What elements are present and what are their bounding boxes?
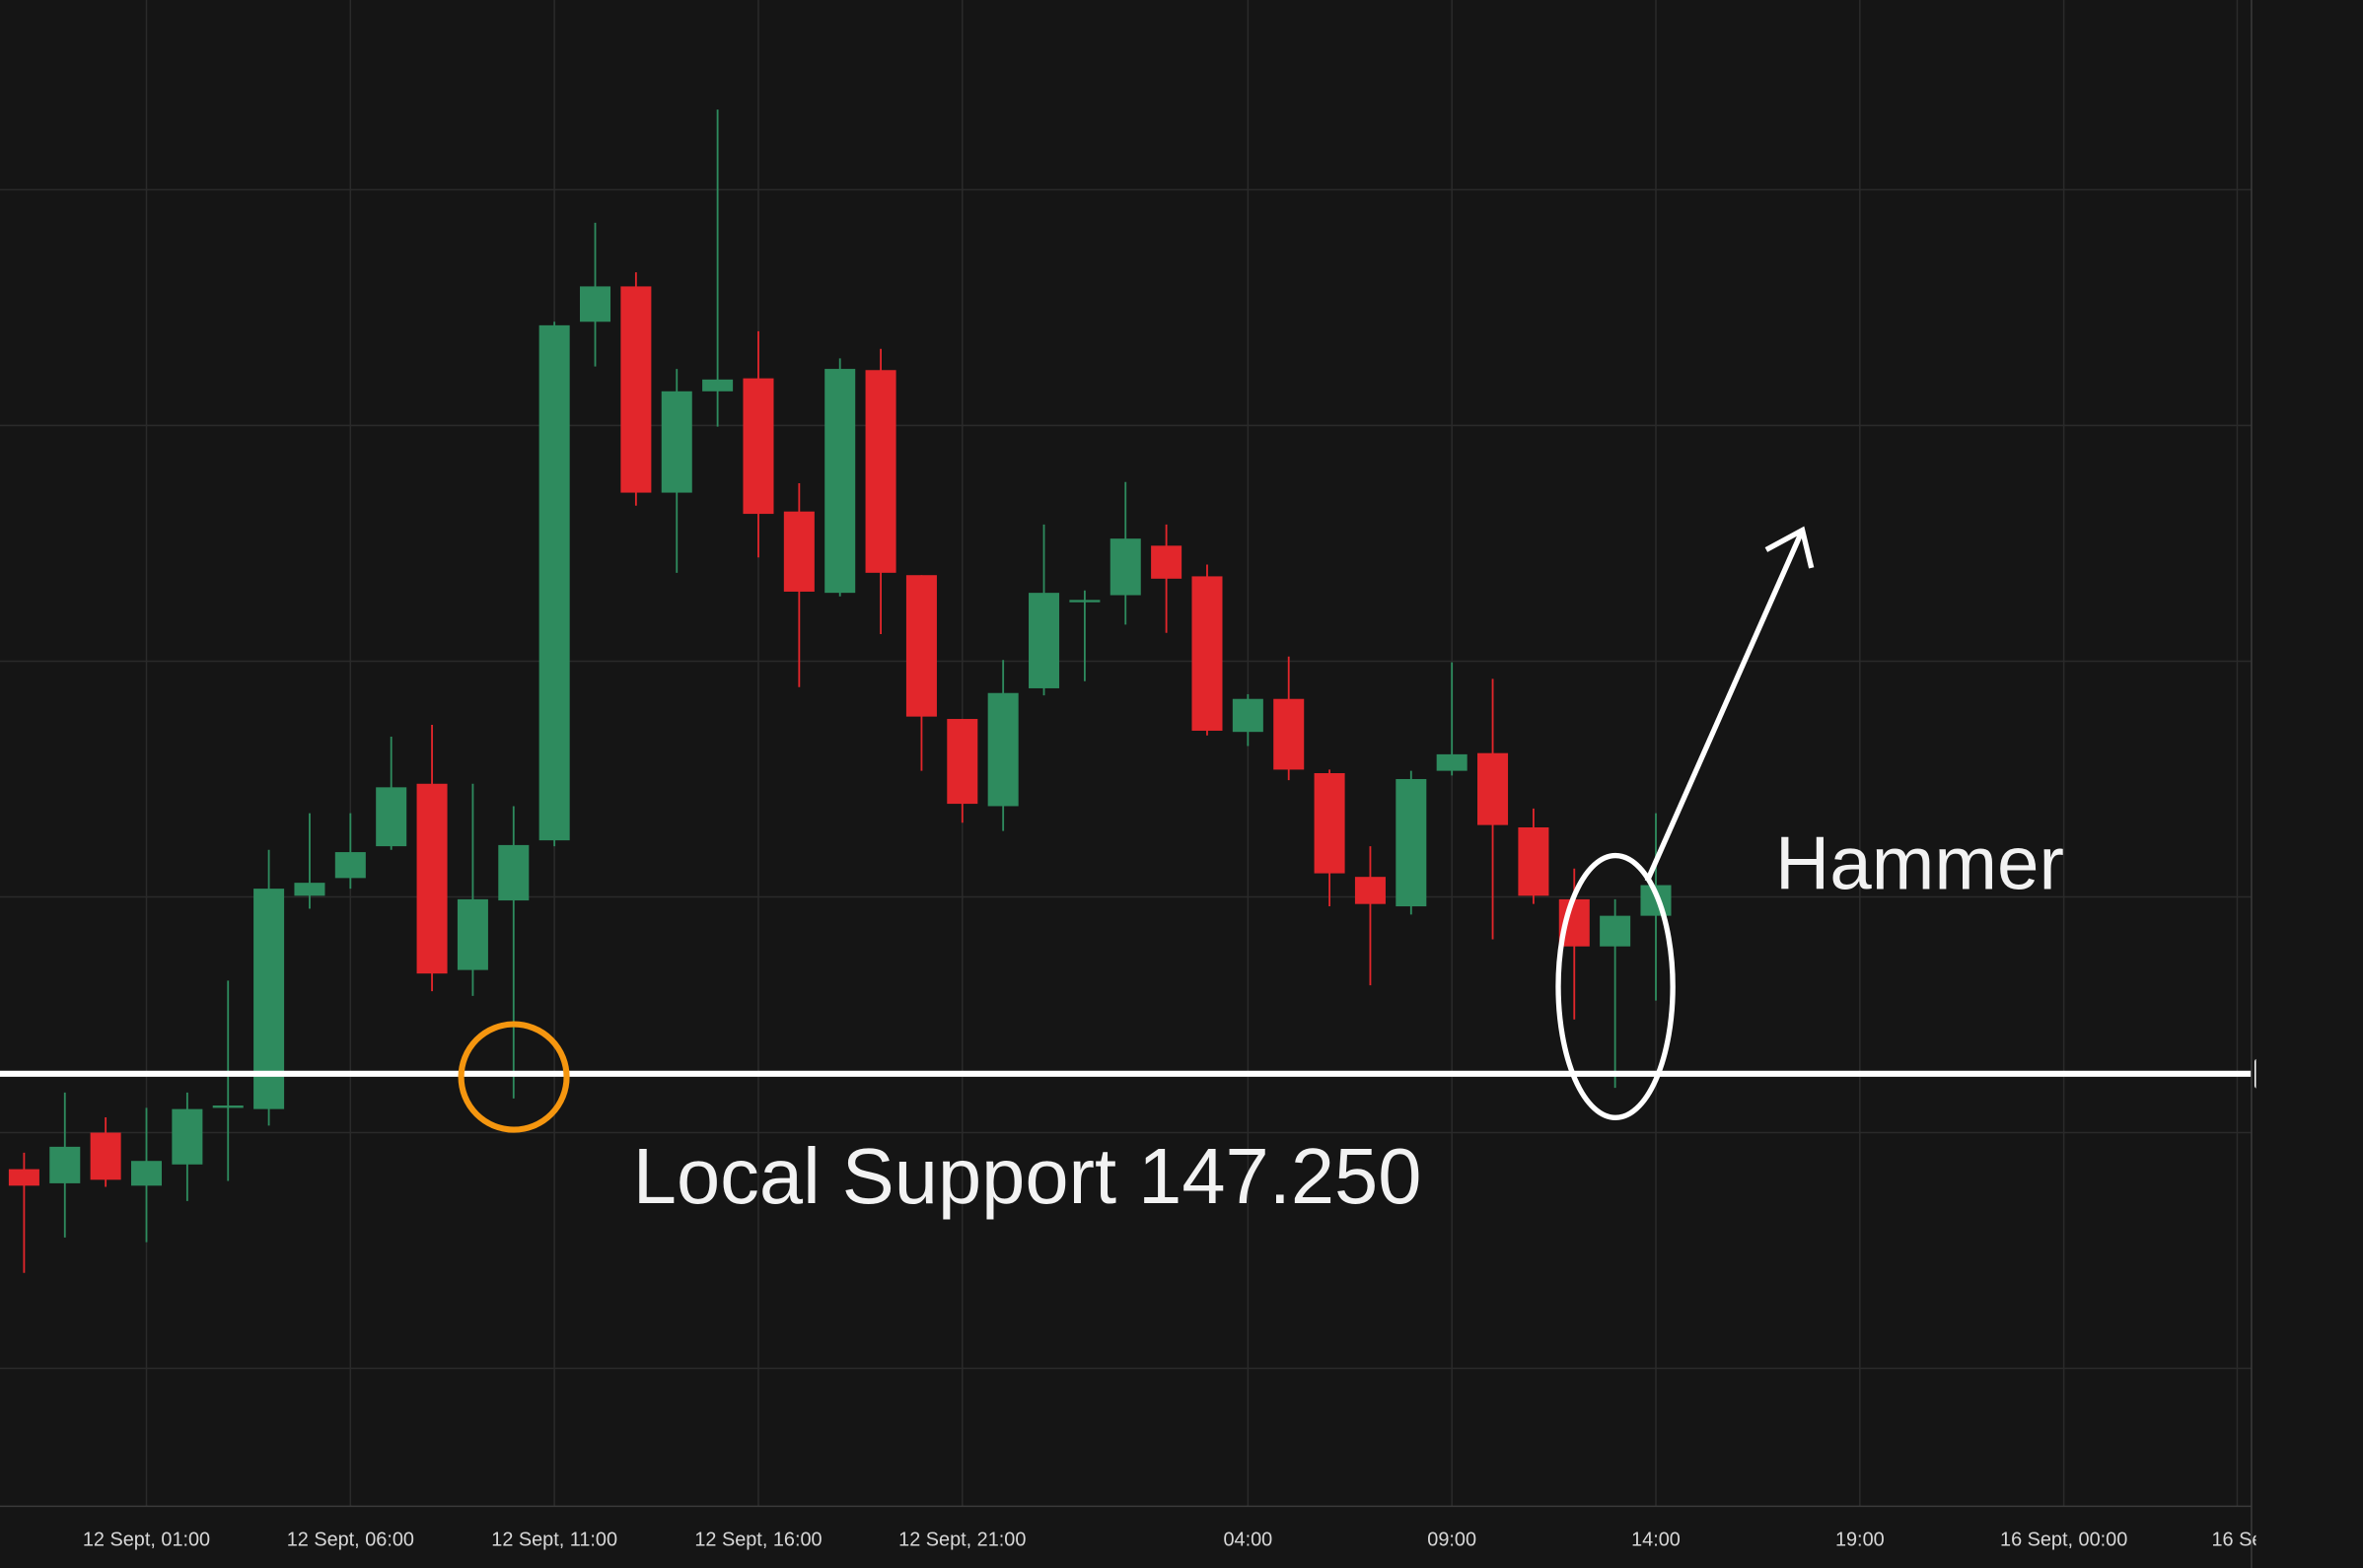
- x-tick-label: 16 Sept, 00:00: [2000, 1530, 2127, 1551]
- support-touch-circle: [458, 1021, 570, 1133]
- candle-body: [8, 1169, 39, 1186]
- candle-body: [661, 391, 692, 493]
- x-tick-label: 12 Sept, 11:00: [491, 1530, 617, 1551]
- candle-body: [1029, 593, 1060, 688]
- candle-body: [498, 844, 530, 901]
- support-price-box: [2254, 1058, 2256, 1089]
- candle-body: [294, 883, 325, 896]
- candle-body: [1232, 698, 1263, 733]
- candle-body: [172, 1108, 203, 1165]
- x-tick-label: 16 Se: [2211, 1530, 2262, 1551]
- candle-body: [334, 852, 366, 879]
- x-tick-label: 12 Sept, 01:00: [83, 1530, 210, 1551]
- hammer-annotation: Hammer: [1775, 821, 2064, 905]
- candle-body: [1151, 545, 1182, 579]
- candle-body: [620, 286, 652, 493]
- candle-body: [783, 511, 815, 592]
- candle-body: [1069, 600, 1101, 603]
- candle-body: [130, 1161, 163, 1186]
- x-tick-label: 09:00: [1427, 1530, 1476, 1551]
- candle-body: [1191, 576, 1223, 731]
- candle-body: [376, 787, 407, 847]
- x-tick-label: 12 Sept, 16:00: [694, 1530, 822, 1551]
- arrow-shaft: [1644, 529, 1806, 883]
- candle-body: [947, 719, 978, 805]
- candle-body: [49, 1146, 81, 1183]
- candle-body: [90, 1132, 121, 1180]
- candle-body: [702, 379, 734, 392]
- support-annotation: Local Support 147.250: [633, 1132, 1422, 1220]
- candle-body: [212, 1105, 244, 1108]
- candle-body: [1314, 773, 1345, 874]
- candle-body: [1518, 826, 1549, 896]
- x-tick-label: 12 Sept, 06:00: [287, 1530, 414, 1551]
- candle-body: [865, 370, 896, 573]
- candle-body: [1273, 698, 1305, 770]
- candle-body: [416, 783, 448, 974]
- candle-body: [987, 692, 1019, 807]
- candle-body: [1600, 915, 1631, 947]
- x-tick-label: 04:00: [1223, 1530, 1272, 1551]
- candle-body: [457, 898, 488, 970]
- candle-body: [743, 378, 774, 515]
- candle-body: [1477, 752, 1509, 825]
- candle-body: [824, 369, 856, 594]
- candle-body: [1354, 877, 1386, 904]
- x-tick-label: 19:00: [1835, 1530, 1885, 1551]
- candle-body: [905, 575, 937, 717]
- x-tick-label: 12 Sept, 21:00: [898, 1530, 1026, 1551]
- candle-body: [538, 324, 570, 841]
- candle-body: [1110, 538, 1141, 596]
- candle-body: [1396, 778, 1427, 907]
- hammer-ellipse: [1555, 852, 1676, 1120]
- arrow-head: [1764, 526, 1815, 569]
- candle-body: [580, 286, 611, 322]
- candle-body: [1436, 753, 1468, 771]
- x-tick-label: 14:00: [1631, 1530, 1681, 1551]
- axes: 147.000147.200147.400147.600147.800148.0…: [83, 1058, 2262, 1551]
